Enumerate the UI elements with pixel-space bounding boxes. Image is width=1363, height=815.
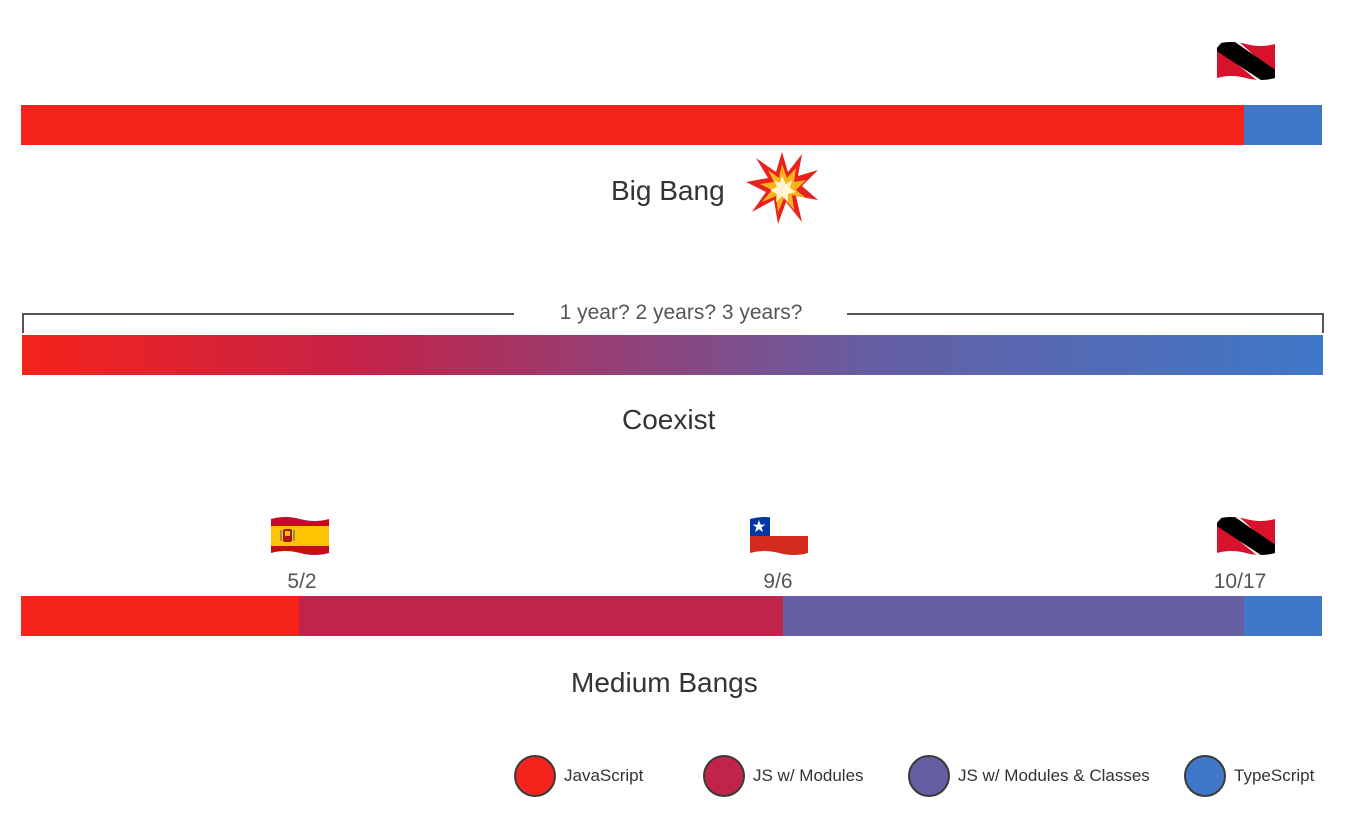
- bracket-left-tick: [22, 313, 24, 333]
- legend-swatch-js-modules-classes: [908, 755, 950, 797]
- legend-label: TypeScript: [1234, 766, 1315, 785]
- big-bang-segment-typescript: [1243, 105, 1322, 145]
- milestone-date-3: 10/17: [1213, 570, 1267, 593]
- big-bang-segment-javascript: [21, 105, 1244, 145]
- legend-label: JS w/ Modules: [753, 766, 864, 785]
- medium-bangs-segment-js-modules: [299, 596, 784, 636]
- collision-icon: [744, 150, 820, 226]
- medium-bangs-segment-typescript: [1243, 596, 1322, 636]
- legend-label: JavaScript: [564, 766, 644, 785]
- legend-item-js-modules: JS w/ Modules: [703, 753, 864, 799]
- legend-label: JS w/ Modules & Classes: [958, 766, 1150, 785]
- bracket-right-tick: [1322, 313, 1324, 333]
- coexist-title: Coexist: [622, 404, 716, 435]
- medium-bangs-segment-js-modules-classes: [783, 596, 1244, 636]
- legend-swatch-typescript: [1184, 755, 1226, 797]
- medium-bangs-title: Medium Bangs: [571, 667, 758, 698]
- milestone-date-1: 5/2: [287, 570, 317, 593]
- trinidad-tobago-flag-icon: [1215, 40, 1277, 82]
- legend-swatch-javascript: [514, 755, 556, 797]
- medium-bangs-segment-javascript: [21, 596, 300, 636]
- legend-item-javascript: JavaScript: [514, 753, 643, 799]
- legend-item-js-modules-classes: JS w/ Modules & Classes: [908, 753, 1150, 799]
- medium-bangs-timeline-bar: [21, 596, 1322, 636]
- legend-swatch-js-modules: [703, 755, 745, 797]
- big-bang-timeline-bar: [21, 105, 1322, 145]
- coexist-gradient-bar: [22, 335, 1323, 375]
- bracket-left-line: [22, 313, 514, 315]
- coexist-duration-label: 1 year? 2 years? 3 years?: [559, 301, 803, 324]
- big-bang-title: Big Bang: [611, 175, 725, 206]
- legend-item-typescript: TypeScript: [1184, 753, 1314, 799]
- bracket-right-line: [847, 313, 1323, 315]
- spain-flag-icon: [269, 515, 331, 557]
- milestone-date-2: 9/6: [763, 570, 793, 593]
- trinidad-tobago-flag-icon: [1215, 515, 1277, 557]
- chile-flag-icon: [748, 515, 810, 557]
